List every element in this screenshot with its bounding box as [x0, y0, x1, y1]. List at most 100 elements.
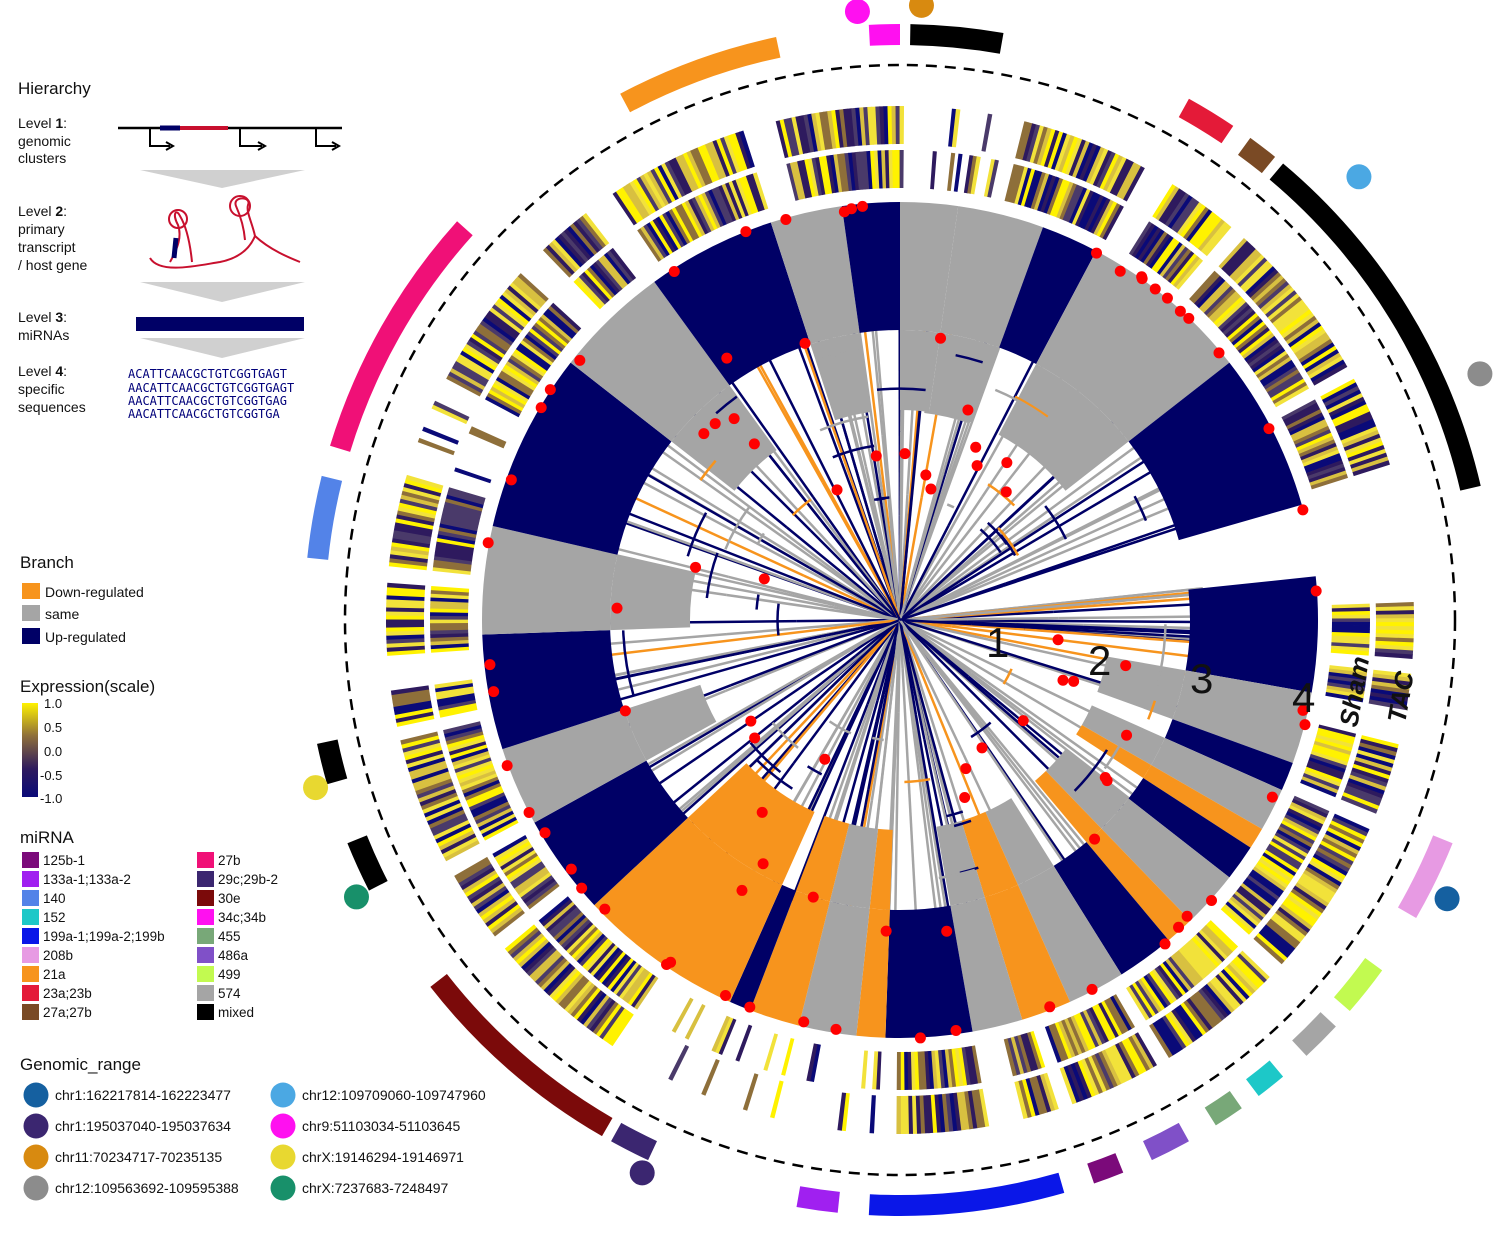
mirna-label: 574 — [218, 986, 241, 1001]
node-marker — [757, 807, 768, 818]
heatmap-cell — [1332, 615, 1370, 619]
mirna-label: 30e — [218, 891, 241, 906]
node-marker — [484, 659, 495, 670]
node-marker — [758, 858, 769, 869]
genomic-range-marker — [1467, 361, 1492, 386]
node-marker — [1068, 676, 1079, 687]
node-marker — [970, 442, 981, 453]
node-marker — [720, 990, 731, 1001]
ring-label-4: 4 — [1292, 674, 1315, 721]
heatmap-cell — [947, 153, 955, 191]
genomic-legend-title: Genomic_range — [20, 1055, 141, 1074]
node-marker — [1120, 660, 1131, 671]
tree-bracket — [773, 723, 798, 748]
node-marker — [962, 405, 973, 416]
branch-legend-title: Branch — [20, 553, 74, 572]
genomic-dot — [24, 1145, 49, 1170]
genomic-range-marker — [909, 0, 934, 18]
node-marker — [941, 926, 952, 937]
heatmap-cell — [1376, 614, 1414, 619]
track-label-sham: Sham — [1333, 654, 1375, 729]
node-marker — [972, 460, 983, 471]
funnel-arrow-icon — [140, 282, 305, 302]
heatmap-cell — [763, 1033, 778, 1071]
node-marker — [935, 333, 946, 344]
mirna-swatch — [197, 890, 214, 906]
heatmap-cell — [861, 1051, 868, 1089]
genomic-range-marker — [1435, 886, 1460, 911]
mirna-label: 140 — [43, 891, 66, 906]
mirna-label: 455 — [218, 929, 241, 944]
genomic-cluster-icon — [118, 128, 342, 150]
mirna-label: 199a-1;199a-2;199b — [43, 929, 165, 944]
mirna-bar-icon — [136, 317, 304, 331]
mirna-label: 486a — [218, 948, 249, 963]
branch-label-up: Up-regulated — [45, 629, 126, 645]
mirna-label: 208b — [43, 948, 73, 963]
node-marker — [1162, 293, 1173, 304]
annotation-arc — [1292, 1012, 1336, 1056]
heatmap-cell — [892, 150, 896, 188]
branch-label-same: same — [45, 606, 79, 622]
level-3-label: Level 3: — [18, 309, 67, 325]
mirna-swatch — [197, 1004, 214, 1020]
heatmap-cell — [1376, 618, 1414, 622]
mirna-swatch — [22, 928, 39, 944]
mirna-label: 125b-1 — [43, 853, 85, 868]
genomic-label: chr9:51103034-51103645 — [302, 1118, 461, 1134]
level-3-line: miRNAs — [18, 327, 69, 343]
mirna-swatch — [197, 928, 214, 944]
node-marker — [832, 484, 843, 495]
node-marker — [669, 266, 680, 277]
mirna-label: 152 — [43, 910, 66, 925]
node-marker — [729, 413, 740, 424]
heatmap-cell — [668, 1045, 689, 1081]
level-4-line: specific — [18, 381, 65, 397]
expression-tick: 0.0 — [44, 744, 62, 759]
node-marker — [690, 562, 701, 573]
level-4-label: Level 4: — [18, 363, 67, 379]
mirna-swatch — [197, 966, 214, 982]
genomic-range-marker — [303, 775, 328, 800]
node-marker — [744, 1002, 755, 1013]
mirna-label: 27a;27b — [43, 1005, 92, 1020]
heatmap-cell — [900, 106, 904, 144]
annotation-arc — [869, 1173, 1064, 1216]
node-marker — [808, 892, 819, 903]
node-marker — [1183, 313, 1194, 324]
node-marker — [1018, 715, 1029, 726]
mirna-label: 29c;29b-2 — [218, 872, 278, 887]
mirna-label: 27b — [218, 853, 241, 868]
branch-swatch-same — [22, 605, 40, 621]
genomic-range-marker — [1346, 164, 1371, 189]
node-marker — [536, 402, 547, 413]
node-marker — [1115, 266, 1126, 277]
mirna-swatch — [22, 947, 39, 963]
heatmap-cell — [430, 623, 468, 627]
sequence-line: AACATTCAACGCTGTCGGTGAGT — [128, 381, 294, 395]
annotation-arc — [1246, 1060, 1283, 1096]
node-marker — [612, 603, 623, 614]
funnel-arrow-icon — [140, 170, 305, 188]
heatmap-cell — [900, 1096, 905, 1134]
annotation-arc — [797, 1186, 840, 1212]
node-marker — [524, 807, 535, 818]
heatmap-cell — [954, 154, 963, 192]
node-marker — [1214, 347, 1225, 358]
node-marker — [506, 474, 517, 485]
branch-label-down: Down-regulated — [45, 584, 144, 600]
mirna-swatch — [22, 985, 39, 1001]
node-marker — [576, 883, 587, 894]
level-4-line: sequences — [18, 399, 86, 415]
mirna-label: 499 — [218, 967, 241, 982]
mirna-swatch — [197, 852, 214, 868]
node-marker — [736, 885, 747, 896]
node-marker — [1044, 1001, 1055, 1012]
node-marker — [819, 754, 830, 765]
branch-swatch-down — [22, 583, 40, 599]
expression-colorbar — [22, 703, 38, 797]
node-marker — [710, 418, 721, 429]
tree-bracket — [778, 604, 779, 636]
node-marker — [1173, 922, 1184, 933]
hierarchy-title: Hierarchy — [18, 79, 91, 98]
